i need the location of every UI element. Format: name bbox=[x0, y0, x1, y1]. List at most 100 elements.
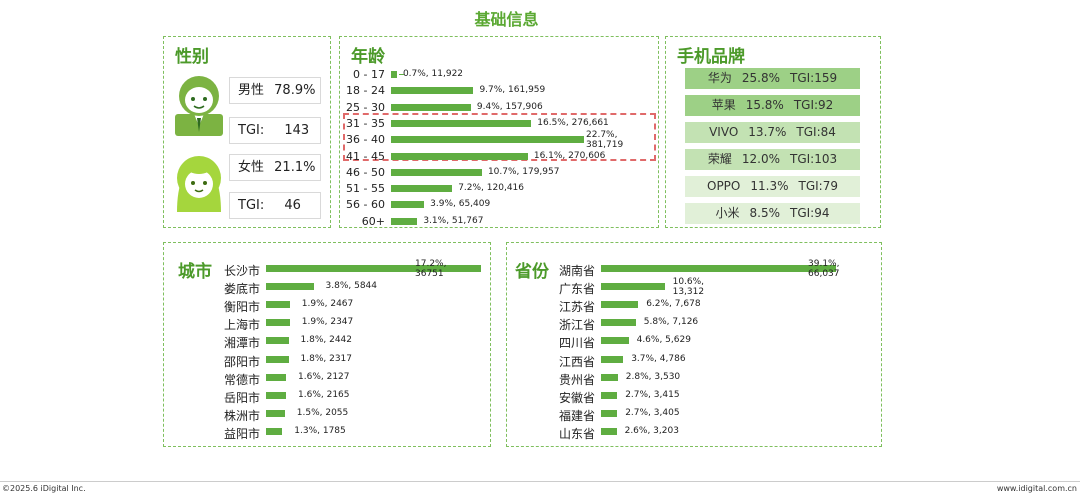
brand-tgi: TGI:79 bbox=[798, 179, 838, 193]
age-category-label: 51 - 55 bbox=[346, 182, 385, 196]
brand-title: 手机品牌 bbox=[677, 47, 745, 67]
brand-share: 8.5% bbox=[749, 206, 781, 220]
province-category-label: 安徽省 bbox=[558, 390, 595, 405]
city-category-label: 常德市 bbox=[223, 372, 260, 387]
province-category-label: 江苏省 bbox=[558, 300, 595, 315]
city-value-label: 1.9%, 2467 bbox=[301, 299, 354, 310]
brand-share: 13.7% bbox=[748, 125, 787, 139]
age-category-label: 0 - 17 bbox=[353, 68, 385, 81]
city-category-label: 益阳市 bbox=[223, 426, 260, 441]
province-value-label: 2.7%, 3,415 bbox=[625, 389, 680, 400]
province-category-label: 湖南省 bbox=[558, 264, 595, 278]
age-bar bbox=[391, 152, 528, 160]
female-tgi-box: TGI: 46 bbox=[229, 192, 321, 219]
age-category-label: 41 - 45 bbox=[346, 149, 385, 163]
province-category-label: 山东省 bbox=[558, 426, 595, 441]
city-category-label: 株洲市 bbox=[223, 408, 260, 423]
province-bar bbox=[601, 427, 617, 435]
city-title: 城市 bbox=[178, 262, 212, 282]
province-value-label: 10.6%, 13,312 bbox=[672, 277, 705, 298]
city-category-label: 邵阳市 bbox=[223, 354, 260, 369]
province-bar bbox=[601, 283, 665, 291]
city-category-label: 娄底市 bbox=[223, 282, 260, 297]
male-avatar-icon bbox=[175, 76, 223, 136]
city-bar bbox=[266, 355, 289, 363]
brand-tgi: TGI:94 bbox=[790, 206, 830, 220]
age-bar bbox=[391, 136, 584, 144]
province-category-label: 浙江省 bbox=[558, 318, 595, 333]
city-category-label: 上海市 bbox=[223, 318, 260, 333]
city-category-label: 长沙市 bbox=[223, 264, 260, 278]
brand-share: 25.8% bbox=[741, 71, 780, 85]
brand-row: 苹果 15.8% TGI:92 bbox=[685, 95, 860, 116]
province-panel bbox=[506, 242, 882, 447]
province-category-label: 四川省 bbox=[558, 336, 595, 351]
brand-name: 华为 bbox=[707, 71, 732, 85]
city-bar bbox=[266, 373, 286, 381]
province-category-label: 贵州省 bbox=[558, 372, 595, 387]
age-title: 年龄 bbox=[351, 47, 385, 67]
age-bar bbox=[391, 217, 418, 225]
age-category-label: 18 - 24 bbox=[346, 84, 385, 98]
province-value-label: 2.7%, 3,405 bbox=[625, 407, 680, 418]
male-tgi-box: TGI: 143 bbox=[229, 117, 321, 144]
age-highlight-box bbox=[343, 113, 656, 161]
city-bar bbox=[266, 301, 290, 309]
footer-copyright: ©2025.6 iDigital Inc. bbox=[2, 484, 86, 493]
brand-name: 荣耀 bbox=[707, 152, 732, 166]
brand-share: 11.3% bbox=[750, 179, 789, 193]
page-title: 基础信息 bbox=[474, 10, 539, 29]
male-tgi-value: 143 bbox=[284, 123, 310, 138]
brand-row: 荣耀 12.0% TGI:103 bbox=[685, 149, 860, 170]
gender-panel bbox=[163, 36, 331, 228]
age-bar bbox=[391, 87, 474, 95]
brand-panel bbox=[665, 36, 881, 228]
city-bar bbox=[266, 427, 283, 435]
age-bar bbox=[391, 185, 453, 193]
age-value-label: 16.1%, 270,606 bbox=[533, 150, 606, 161]
city-value-label: 1.3%, 1785 bbox=[294, 425, 346, 436]
age-value-label: 3.1%, 51,767 bbox=[423, 215, 484, 226]
city-bar bbox=[266, 409, 285, 417]
province-bar bbox=[601, 337, 629, 345]
age-bar bbox=[391, 71, 397, 78]
age-marker bbox=[399, 74, 404, 75]
age-value-label: 22.7%, 381,719 bbox=[586, 130, 624, 151]
city-value-label: 1.6%, 2127 bbox=[298, 371, 350, 382]
age-category-label: 25 - 30 bbox=[346, 100, 385, 114]
age-bar bbox=[391, 119, 532, 127]
age-category-label: 36 - 40 bbox=[346, 133, 385, 147]
brand-name: 苹果 bbox=[711, 98, 736, 112]
province-category-label: 福建省 bbox=[558, 408, 595, 423]
province-value-label: 4.6%, 5,629 bbox=[636, 335, 691, 346]
footer-website: www.idigital.com.cn bbox=[996, 484, 1077, 493]
city-value-label: 1.6%, 2165 bbox=[298, 389, 350, 400]
age-category-label: 31 - 35 bbox=[346, 116, 385, 130]
age-panel bbox=[339, 36, 659, 228]
male-value: 78.9% bbox=[274, 83, 316, 98]
province-category-label: 江西省 bbox=[558, 354, 595, 369]
brand-tgi: TGI:84 bbox=[796, 125, 836, 139]
province-value-label: 2.6%, 3,203 bbox=[624, 425, 679, 436]
age-value-label: 9.7%, 161,959 bbox=[479, 85, 546, 96]
age-value-label: 0.7%, 11,922 bbox=[402, 69, 464, 79]
brand-share: 12.0% bbox=[741, 152, 780, 166]
brand-tgi: TGI:92 bbox=[793, 98, 834, 112]
age-bar bbox=[391, 168, 482, 176]
city-category-label: 岳阳市 bbox=[223, 390, 260, 405]
age-value-label: 10.7%, 179,957 bbox=[487, 166, 560, 177]
city-bar bbox=[266, 337, 289, 345]
province-title: 省份 bbox=[515, 262, 549, 282]
city-category-label: 衡阳市 bbox=[223, 300, 260, 315]
age-value-label: 3.9%, 65,409 bbox=[430, 199, 491, 210]
province-bar bbox=[601, 301, 639, 309]
city-value-label: 1.9%, 2347 bbox=[301, 317, 354, 328]
brand-row: 小米 8.5% TGI:94 bbox=[685, 203, 860, 224]
brand-tgi: TGI:159 bbox=[790, 71, 838, 85]
city-value-label: 1.5%, 2055 bbox=[296, 407, 349, 418]
province-value-label: 39.1%, 66,037 bbox=[808, 259, 840, 279]
age-bar bbox=[391, 201, 425, 209]
city-value-label: 1.8%, 2317 bbox=[300, 353, 353, 364]
city-bar bbox=[266, 283, 314, 291]
age-bar bbox=[391, 103, 471, 111]
